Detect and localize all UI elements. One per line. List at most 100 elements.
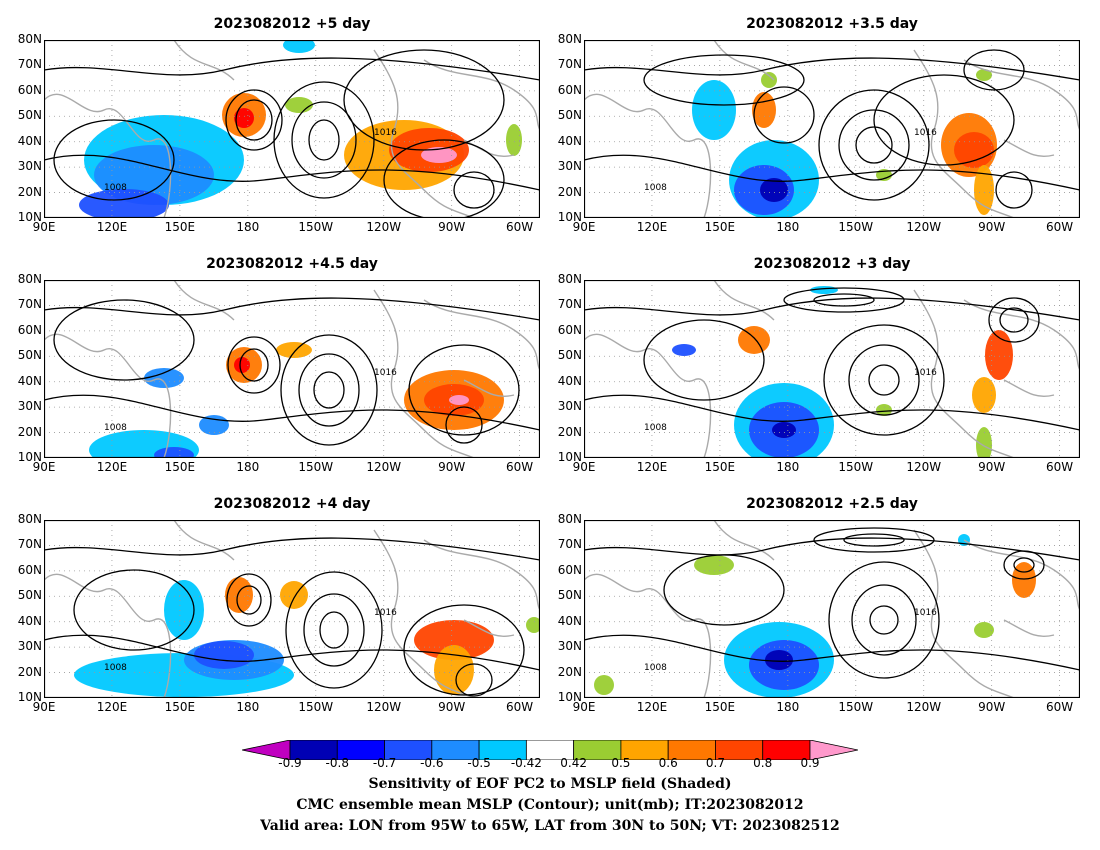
map-panel: 2023082012 +4.5 day 1008 1016 80N 70N 60N 50N 4… — [4, 250, 560, 478]
colorbar — [242, 740, 858, 760]
isobar-contour — [868, 364, 900, 396]
longitude-label: 90E — [572, 220, 596, 234]
isobar-contour — [53, 119, 175, 201]
longitude-label: 90W — [438, 220, 466, 234]
shading-region — [154, 447, 194, 458]
shading-region — [1012, 562, 1036, 598]
longitude-label: 180 — [236, 700, 260, 714]
contour-label: 1016 — [374, 368, 397, 378]
latitude-label: 50N — [557, 348, 582, 363]
contour-label: 1016 — [914, 608, 937, 618]
isobar-contour — [963, 49, 1025, 91]
longitude-label: 60W — [1046, 460, 1074, 474]
latitude-label: 70N — [557, 537, 582, 552]
shading-region — [421, 147, 457, 163]
isobar-contour — [383, 139, 505, 218]
map-plot: 1008 1016 — [584, 520, 1080, 698]
colorbar-label: 0.6 — [658, 756, 678, 770]
latitude-label: 10N — [17, 210, 42, 224]
longitude-label: 180 — [776, 700, 800, 714]
isobar-contour — [445, 406, 483, 444]
coastline — [584, 40, 1080, 218]
isobar-contour — [453, 171, 495, 209]
latitude-label: 70N — [557, 57, 582, 72]
contour-label: 1008 — [104, 183, 127, 193]
latitude-label: 30N — [17, 399, 42, 414]
latitude-label: 20N — [17, 664, 42, 679]
latitude-label: 70N — [17, 57, 42, 72]
longitude-label: 120W — [366, 220, 402, 234]
latitude-label: 70N — [17, 297, 42, 312]
longitude-label: 150W — [298, 460, 334, 474]
map-plot: 1008 1016 — [44, 40, 540, 218]
shading-region — [449, 395, 469, 405]
isobar-contour — [343, 49, 505, 151]
isobar-contour — [843, 533, 905, 547]
longitude-label: 120E — [96, 700, 128, 714]
latitude-label: 80N — [17, 32, 42, 46]
latitude-label: 60N — [557, 82, 582, 97]
map-plot: 1008 1016 — [44, 280, 540, 458]
latitude-label: 70N — [17, 537, 42, 552]
colorbar-label: -0.42 — [510, 756, 542, 770]
contour-label: 1016 — [374, 608, 397, 618]
colorbar-label: -0.8 — [325, 756, 349, 770]
longitude-label: 90E — [32, 220, 56, 234]
longitude-label: 150E — [164, 220, 196, 234]
shading-region — [772, 422, 796, 438]
isobar-contour — [584, 537, 1080, 561]
longitude-label: 120W — [906, 460, 942, 474]
isobar-contour — [584, 634, 1080, 671]
colorbar-label: -0.5 — [467, 756, 491, 770]
longitude-label: 90W — [978, 220, 1006, 234]
contour-label: 1016 — [374, 128, 397, 138]
longitude-label: 120E — [96, 460, 128, 474]
longitude-label: 150W — [298, 700, 334, 714]
isobar-contour — [298, 353, 360, 427]
longitude-label: 90E — [572, 460, 596, 474]
longitude-label: 90W — [978, 700, 1006, 714]
map-frame — [44, 520, 540, 698]
shading-region — [164, 580, 204, 640]
isobar-contour — [291, 101, 357, 179]
panel-title: 2023082012 +3 day — [753, 256, 911, 272]
coastline — [44, 280, 540, 458]
panel-title: 2023082012 +4.5 day — [206, 256, 378, 272]
longitude-label: 150E — [704, 460, 736, 474]
latitude-label: 20N — [557, 664, 582, 679]
isobar-contour — [823, 324, 945, 436]
map-plot: 1008 1016 — [584, 280, 1080, 458]
map-plot: 1008 1016 — [44, 520, 540, 698]
isobar-contour — [236, 585, 262, 615]
shading-region — [234, 108, 254, 128]
shading-region — [434, 645, 474, 695]
longitude-label: 150W — [838, 460, 874, 474]
latitude-label: 20N — [17, 424, 42, 439]
latitude-label: 40N — [557, 133, 582, 148]
isobar-contour — [584, 394, 1080, 431]
shading-region — [276, 342, 312, 358]
longitude-label: 90W — [978, 460, 1006, 474]
isobar-contour — [838, 109, 910, 181]
panel-title: 2023082012 +5 day — [213, 16, 371, 32]
shading-region — [765, 650, 793, 670]
map-panel: 2023082012 +5 day 1008 1016 80N 70N 60N 50N 40N… — [4, 10, 560, 238]
caption-line-1: Sensitivity of EOF PC2 to MSLP field (Sh… — [368, 776, 732, 792]
map-frame — [44, 280, 540, 458]
shading-region — [692, 80, 736, 140]
longitude-label: 120W — [366, 700, 402, 714]
map-frame — [584, 520, 1080, 698]
map-frame — [584, 280, 1080, 458]
latitude-label: 50N — [17, 348, 42, 363]
isobar-contour — [44, 537, 540, 561]
coastline — [584, 520, 1080, 698]
contour-label: 1008 — [104, 423, 127, 433]
shading-region — [972, 377, 996, 413]
isobar-contour — [273, 81, 375, 199]
shading-region — [234, 357, 250, 373]
longitude-label: 90W — [438, 460, 466, 474]
map-panel: 2023082012 +3.5 day 1008 1016 80N 70N 60N 50N 4… — [544, 10, 1100, 238]
isobar-contour — [813, 527, 935, 553]
longitude-label: 90E — [572, 700, 596, 714]
latitude-label: 80N — [17, 512, 42, 526]
